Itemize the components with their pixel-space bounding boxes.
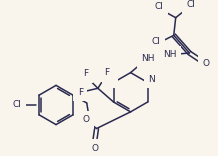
Text: NH: NH xyxy=(141,54,155,63)
Text: N: N xyxy=(106,75,113,84)
Text: O: O xyxy=(91,144,98,153)
Text: Cl: Cl xyxy=(12,100,21,110)
Text: O: O xyxy=(203,59,210,68)
Text: F: F xyxy=(104,68,109,77)
Text: Cl: Cl xyxy=(152,37,160,46)
Text: Cl: Cl xyxy=(187,0,196,9)
Text: F: F xyxy=(78,88,83,97)
Text: F: F xyxy=(83,69,89,78)
Text: N: N xyxy=(148,75,155,84)
Text: O: O xyxy=(82,115,89,124)
Text: NH: NH xyxy=(163,50,177,59)
Text: Cl: Cl xyxy=(155,2,164,11)
